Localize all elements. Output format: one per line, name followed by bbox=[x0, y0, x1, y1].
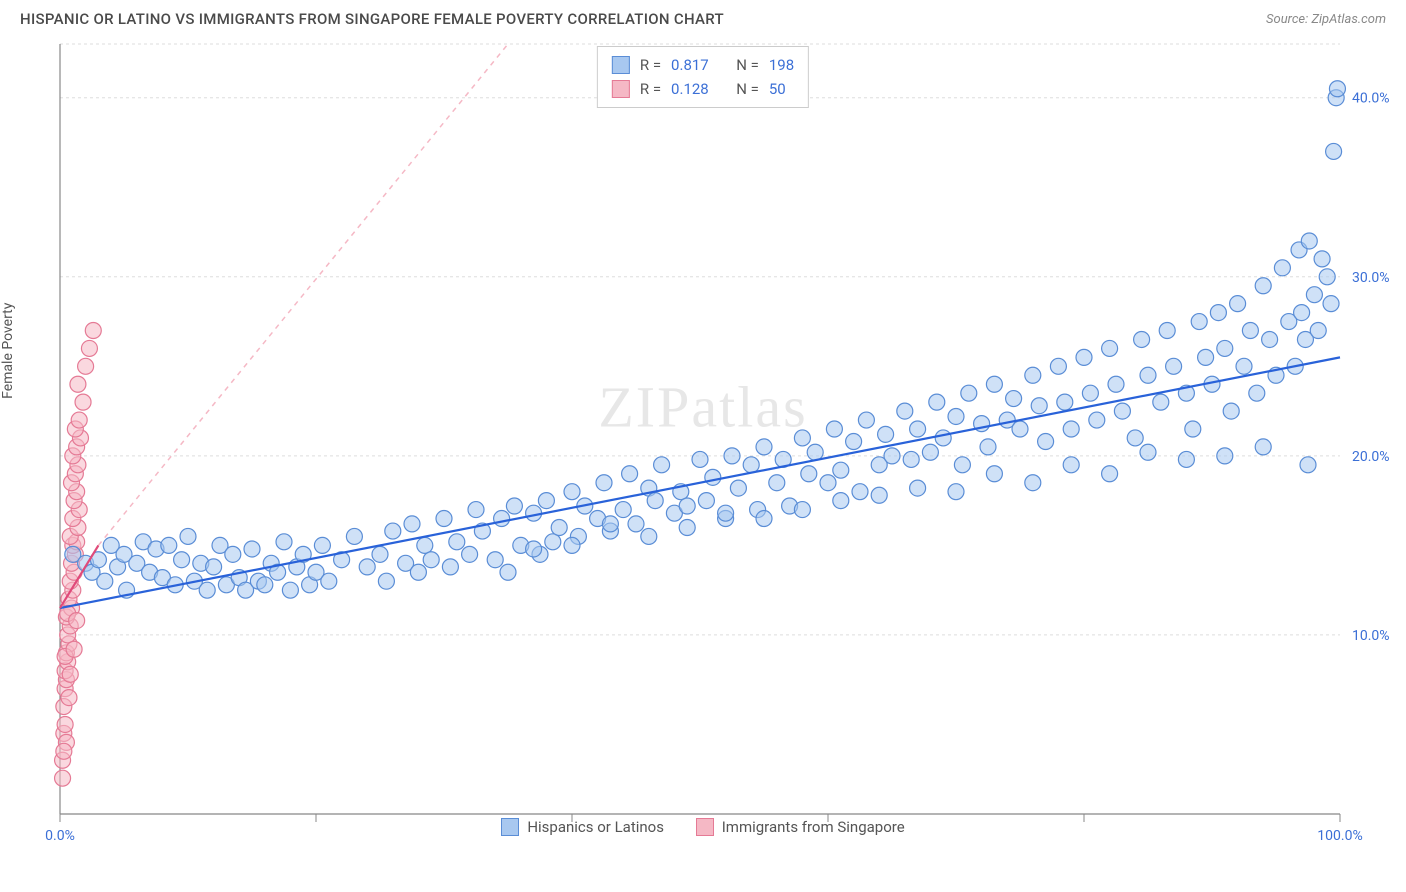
svg-text:10.0%: 10.0% bbox=[1352, 628, 1390, 644]
chart-title: HISPANIC OR LATINO VS IMMIGRANTS FROM SI… bbox=[20, 10, 724, 28]
legend-swatch-a-icon bbox=[501, 818, 519, 836]
legend-item-a: Hispanics or Latinos bbox=[501, 818, 664, 836]
legend-row-a: R = 0.817 N = 198 bbox=[612, 53, 794, 77]
legend-item-b: Immigrants from Singapore bbox=[696, 818, 905, 836]
legend-swatch-b bbox=[612, 80, 630, 98]
legend-swatch-b-icon bbox=[696, 818, 714, 836]
scatter-chart: 10.0%20.0%30.0%40.0%0.0%100.0% bbox=[0, 34, 1406, 844]
correlation-legend: R = 0.817 N = 198 R = 0.128 N = 50 bbox=[597, 46, 809, 108]
legend-swatch-a bbox=[612, 56, 630, 74]
series-legend: Hispanics or Latinos Immigrants from Sin… bbox=[0, 818, 1406, 840]
chart-container: Female Poverty 10.0%20.0%30.0%40.0%0.0%1… bbox=[0, 34, 1406, 844]
chart-header: HISPANIC OR LATINO VS IMMIGRANTS FROM SI… bbox=[0, 0, 1406, 34]
y-axis-label: Female Poverty bbox=[0, 303, 16, 399]
source-citation: Source: ZipAtlas.com bbox=[1266, 12, 1386, 27]
svg-text:20.0%: 20.0% bbox=[1352, 449, 1390, 465]
svg-text:30.0%: 30.0% bbox=[1352, 270, 1390, 286]
legend-row-b: R = 0.128 N = 50 bbox=[612, 77, 794, 101]
svg-text:40.0%: 40.0% bbox=[1352, 91, 1390, 107]
